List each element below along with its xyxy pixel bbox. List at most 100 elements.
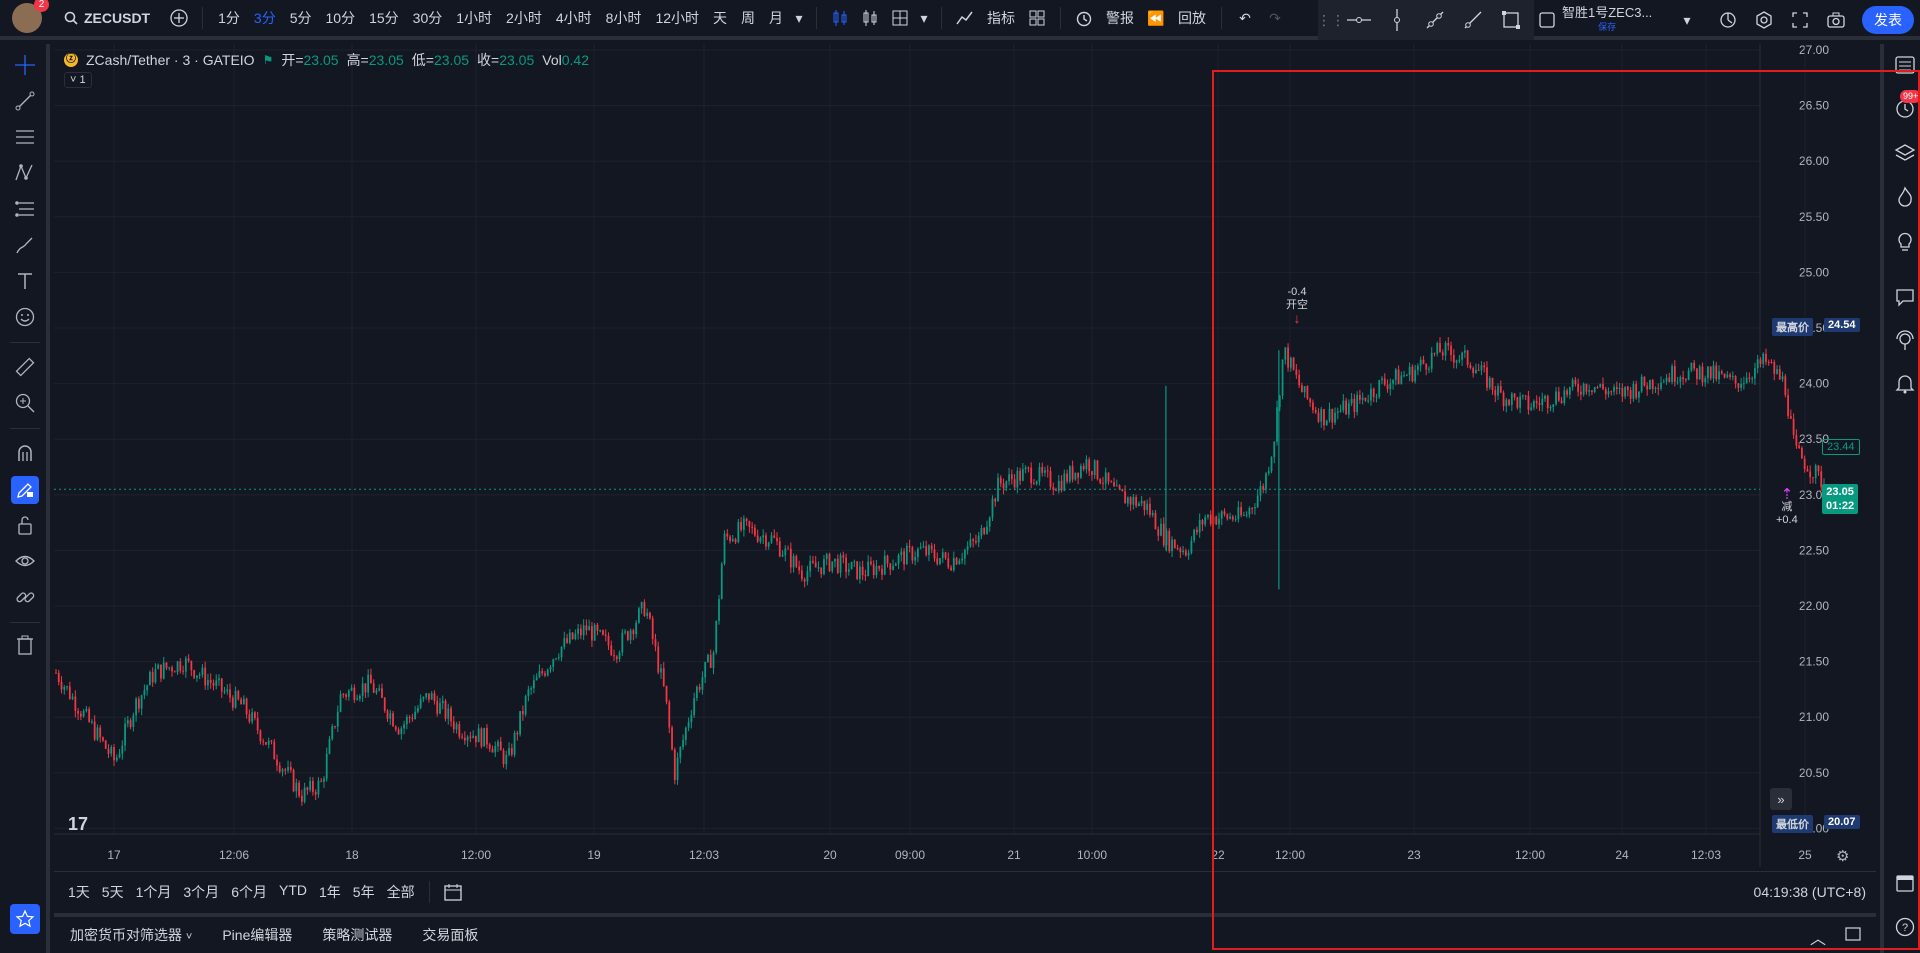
trend-line-icon[interactable] [1416,6,1454,34]
text-tool-icon[interactable] [12,268,38,294]
interval-button[interactable]: 2小时 [506,10,542,26]
reduce-marker[interactable]: ⇡ 减 +0.4 [1776,487,1798,527]
user-avatar[interactable]: 2 [12,0,49,33]
legend-collapse-button[interactable]: ˅ 1 [64,72,92,88]
horizontal-ray-icon[interactable] [1340,6,1378,34]
publish-button[interactable]: 发表 [1862,6,1914,34]
bar-chart-button[interactable] [855,4,885,32]
brush-icon[interactable] [12,232,38,258]
drag-handle-icon[interactable]: ⋮⋮ [1317,11,1345,28]
tab-strategy-tester[interactable]: 策略测试器 [322,927,393,943]
ruler-icon[interactable] [12,354,38,380]
quick-search-icon[interactable] [1710,6,1746,34]
tab-trading-panel[interactable]: 交易面板 [422,927,479,943]
rectangle-icon[interactable] [1492,6,1530,34]
replay-button[interactable]: 回放 [1178,10,1207,26]
trend-line-tool-icon[interactable] [12,88,38,114]
ideas-lightbulb-icon[interactable] [1892,228,1918,254]
range-button[interactable]: 1年 [318,883,341,900]
range-button[interactable]: 5年 [352,883,375,900]
rewind-icon[interactable]: ⏪ [1147,9,1165,26]
chart-type-button[interactable] [885,4,915,32]
layout-name[interactable]: 智胜1号ZEC3... 保存 [1562,6,1652,34]
interval-button[interactable]: 10分 [325,10,356,26]
calendar-icon[interactable] [1892,870,1918,896]
favorites-star-icon[interactable] [10,904,40,934]
lock-icon[interactable] [12,512,38,538]
fullscreen-icon[interactable] [1782,6,1818,34]
tab-crypto-screener[interactable]: 加密货币对筛选器 ˅ [70,925,192,945]
watchlist-icon[interactable] [1892,52,1918,78]
chats-icon[interactable] [1892,284,1918,310]
chevron-down-icon[interactable]: ▾ [1683,11,1691,28]
chart-panel[interactable]: 27.00 26.50 26.00 25.50 25.00 24.50 24.00 23.50… [54,43,1876,867]
redo-icon[interactable]: ↷ [1269,9,1281,26]
interval-button[interactable]: 5分 [289,10,312,26]
drawing-lock-pencil-icon[interactable] [11,476,39,504]
emoji-icon[interactable] [12,304,38,330]
templates-button[interactable] [1022,4,1052,32]
compare-symbol-button[interactable] [164,4,194,32]
goto-date-icon[interactable] [438,878,468,906]
notifications-bell-icon[interactable] [1892,370,1918,396]
interval-button[interactable]: 4小时 [555,10,592,26]
range-button[interactable]: 5天 [101,883,124,900]
streams-icon[interactable] [1892,328,1918,354]
help-icon[interactable]: ? [1892,914,1918,940]
fib-retracement-icon[interactable] [12,124,38,150]
range-button[interactable]: YTD [278,881,307,898]
range-button[interactable]: 全部 [386,883,415,900]
layout-square-icon[interactable] [1532,6,1562,34]
settings-gear-icon[interactable] [1746,6,1782,34]
range-button[interactable]: 6个月 [231,883,267,900]
short-entry-marker[interactable]: -0.4 开空 ↓ [1286,286,1308,325]
layers-icon[interactable] [1892,140,1918,166]
tab-pine-editor[interactable]: Pine编辑器 [222,927,293,943]
undo-icon[interactable]: ↶ [1239,9,1251,26]
magnet-icon[interactable] [12,440,38,466]
maximize-panel-icon[interactable] [1844,926,1862,945]
interval-button[interactable]: 1分 [218,10,240,26]
trash-icon[interactable] [12,632,38,658]
interval-button[interactable]: 8小时 [605,10,642,26]
chevron-down-icon[interactable]: ▾ [920,9,928,26]
interval-button[interactable]: 12小时 [655,10,700,26]
interval-button[interactable]: 天 [713,10,728,26]
candle-body [323,778,325,782]
alert-button[interactable]: 警报 [1106,10,1135,26]
link-icon[interactable] [12,584,38,610]
interval-button[interactable]: 15分 [369,10,399,26]
pattern-tool-icon[interactable] [12,160,38,186]
ray-line-icon[interactable] [1454,6,1492,34]
interval-button[interactable]: 3分 [253,10,276,26]
range-button[interactable]: 3个月 [183,883,220,900]
interval-button[interactable]: 30分 [412,10,443,26]
camera-icon[interactable] [1818,6,1854,34]
interval-button[interactable]: 周 [741,10,756,26]
vertical-line-icon[interactable] [1378,6,1416,34]
zoom-in-icon[interactable] [12,390,38,416]
eye-icon[interactable] [12,548,38,574]
crosshair-icon[interactable] [12,52,38,78]
flag-icon[interactable]: ⚑ [262,53,274,67]
scroll-to-realtime-icon[interactable]: » [1770,788,1792,810]
price-chart[interactable]: 27.0026.5026.0025.5025.0024.5024.0023.50… [54,43,1876,867]
forecast-tool-icon[interactable] [12,196,38,222]
candle-chart-button[interactable] [825,4,855,32]
chevron-up-icon[interactable]: ︿ [1809,931,1826,948]
indicators-icon[interactable] [950,4,980,32]
range-button[interactable]: 1个月 [135,883,172,900]
range-button[interactable]: 1天 [68,883,90,900]
symbol-search[interactable]: ZECUSDT [64,10,150,26]
alarm-clock-icon[interactable] [1069,4,1099,32]
legend-title[interactable]: ZCash/Tether · 3 · GATEIO [86,52,255,68]
utc-clock[interactable]: 04:19:38 (UTC+8) [1753,884,1866,900]
interval-button[interactable]: 1小时 [456,10,493,26]
interval-button[interactable]: 月 [769,10,784,26]
indicators-button[interactable]: 指标 [987,10,1016,26]
alerts-clock-icon[interactable]: 99+ [1892,90,1920,122]
chevron-down-icon[interactable]: ▾ [795,9,803,26]
tradingview-logo-icon[interactable]: 17 [68,814,89,834]
axis-settings-gear-icon[interactable]: ⚙ [1836,848,1850,865]
hotlist-flame-icon[interactable] [1892,184,1918,210]
